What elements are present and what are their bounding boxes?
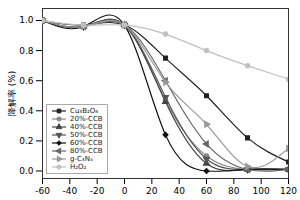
html-text:Cu₃B₂O₆: Cu₃B₂O₆: [70, 107, 99, 115]
svg-text:60: 60: [201, 186, 213, 196]
svg-text:40: 40: [173, 186, 185, 196]
svg-text:-20: -20: [90, 186, 105, 196]
svg-text:0.8: 0.8: [19, 46, 34, 56]
svg-text:0.2: 0.2: [19, 136, 33, 146]
html-text:H₂O₂: H₂O₂: [70, 163, 87, 171]
html-text:80%-CCB: 80%-CCB: [70, 147, 103, 155]
svg-text:-40: -40: [62, 186, 77, 196]
svg-text:0: 0: [122, 186, 128, 196]
html-text:40%-CCB: 40%-CCB: [70, 123, 103, 131]
html-text:60%-CCB: 60%-CCB: [70, 139, 103, 147]
svg-text:0.6: 0.6: [19, 76, 34, 86]
html-text:50%-CCB: 50%-CCB: [70, 131, 103, 139]
svg-text:1.0: 1.0: [19, 15, 34, 25]
html-text:20%-CCB: 20%-CCB: [70, 115, 103, 123]
svg-text:0.0: 0.0: [19, 166, 34, 176]
html-text:g-C₃N₄: g-C₃N₄: [70, 155, 93, 163]
svg-text:100: 100: [253, 186, 270, 196]
svg-text:120: 120: [280, 186, 297, 196]
svg-text:0.4: 0.4: [19, 106, 34, 116]
svg-text:20: 20: [146, 186, 158, 196]
svg-text:-60: -60: [35, 186, 50, 196]
svg-text:80: 80: [228, 186, 240, 196]
svg-text:降解率 (%): 降解率 (%): [7, 71, 17, 116]
